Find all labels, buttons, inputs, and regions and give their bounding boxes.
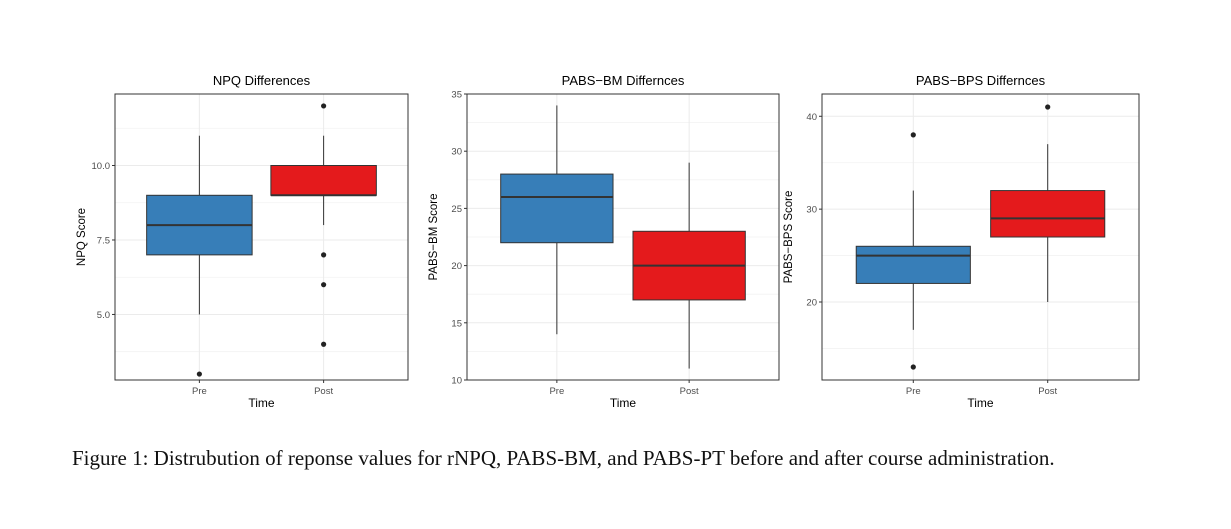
x-tick-label: Pre <box>549 386 564 397</box>
y-tick-label: 20 <box>451 261 462 272</box>
outlier-point <box>1045 104 1051 110</box>
outlier-point <box>196 371 202 377</box>
y-tick-label: 10.0 <box>92 161 111 172</box>
x-tick-label: Post <box>680 386 699 397</box>
box-iqr <box>270 165 377 196</box>
panel-border <box>821 93 1140 381</box>
x-tick-label: Pre <box>906 386 921 397</box>
outlier-point <box>321 103 327 109</box>
outlier-point <box>321 252 327 258</box>
chart-panel-2: 10 15 20 25 30 35 Pre Post PABS−BM Differnces Tim… <box>428 73 780 410</box>
figure-caption: Figure 1: Distrubution of reponse values… <box>72 446 1055 470</box>
box-pre <box>500 105 614 335</box>
y-tick-label: 40 <box>806 112 817 123</box>
x-axis-label: Time <box>248 396 275 410</box>
y-tick-label: 25 <box>451 204 462 215</box>
y-axis-label: PABS−BM Score <box>428 193 440 280</box>
y-axis-label: PABS−BPS Score <box>783 191 795 284</box>
box-iqr <box>500 173 614 244</box>
boxplot-figure: 5.0 7.5 10.0 Pre Post NPQ Differences Time NPQ … <box>76 73 1140 410</box>
panel-border <box>466 93 780 381</box>
box-pre <box>855 132 971 370</box>
chart-panel-3: 20 30 40 Pre Post PABS−BPS Differnces Time PABS… <box>783 73 1140 410</box>
y-tick-label: 35 <box>451 90 462 101</box>
y-tick-label: 10 <box>451 376 462 387</box>
box-post <box>990 104 1106 302</box>
box-post <box>632 162 746 369</box>
x-axis-label: Time <box>967 396 994 410</box>
box-post <box>270 103 377 347</box>
outlier-point <box>910 364 916 370</box>
x-tick-label: Post <box>314 386 333 397</box>
y-tick-label: 15 <box>451 318 462 329</box>
y-axis-label: NPQ Score <box>76 208 88 266</box>
box-pre <box>146 135 253 377</box>
y-tick-label: 5.0 <box>97 310 110 321</box>
y-tick-label: 7.5 <box>97 235 110 246</box>
outlier-point <box>321 282 327 288</box>
x-tick-label: Pre <box>192 386 207 397</box>
panel-border <box>114 93 409 381</box>
chart-title: PABS−BPS Differnces <box>916 73 1046 88</box>
x-axis-label: Time <box>610 396 637 410</box>
outlier-point <box>321 341 327 347</box>
x-tick-label: Post <box>1038 386 1057 397</box>
chart-panel-1: 5.0 7.5 10.0 Pre Post NPQ Differences Time NPQ … <box>76 73 409 410</box>
outlier-point <box>910 132 916 138</box>
box-iqr <box>990 190 1106 238</box>
chart-title: NPQ Differences <box>213 73 311 88</box>
chart-title: PABS−BM Differnces <box>562 73 685 88</box>
y-tick-label: 30 <box>806 205 817 216</box>
y-tick-label: 20 <box>806 298 817 309</box>
box-iqr <box>855 245 971 284</box>
y-tick-label: 30 <box>451 147 462 158</box>
